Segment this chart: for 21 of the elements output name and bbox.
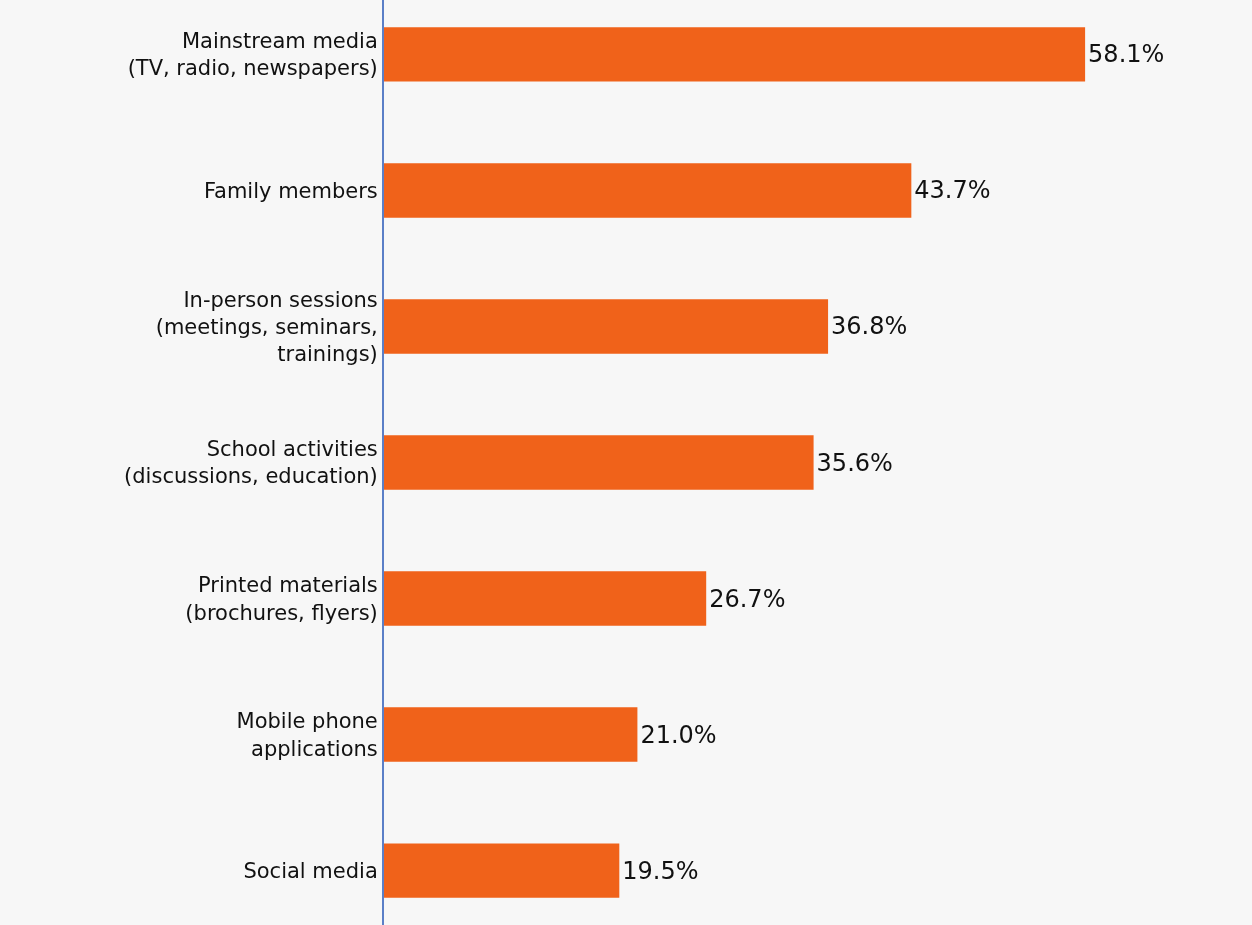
y-tick-label: Printed materials (brochures, flyers) [185, 573, 378, 625]
bar [384, 435, 814, 490]
bar [384, 707, 638, 762]
data-label: 35.6% [816, 448, 893, 477]
data-label: 58.1% [1088, 40, 1165, 69]
y-tick-label: In-person sessions (meetings, seminars, trainings) [155, 287, 378, 367]
y-tick-label: Mobile phone applications [236, 709, 378, 761]
bar [384, 299, 829, 354]
bar [384, 843, 620, 898]
y-tick-label: Social media [243, 858, 378, 883]
bar [384, 27, 1086, 82]
data-label: 26.7% [709, 584, 786, 613]
data-label: 21.0% [640, 720, 717, 749]
data-label: 43.7% [914, 176, 991, 205]
y-tick-label: Family members [203, 178, 378, 203]
y-tick-label: Mainstream media (TV, radio, newspapers) [127, 29, 378, 81]
data-label: 36.8% [831, 312, 908, 341]
bar [384, 571, 707, 626]
y-tick-label: School activities (discussions, education) [124, 437, 378, 489]
bar [384, 163, 912, 218]
data-label: 19.5% [622, 856, 699, 885]
